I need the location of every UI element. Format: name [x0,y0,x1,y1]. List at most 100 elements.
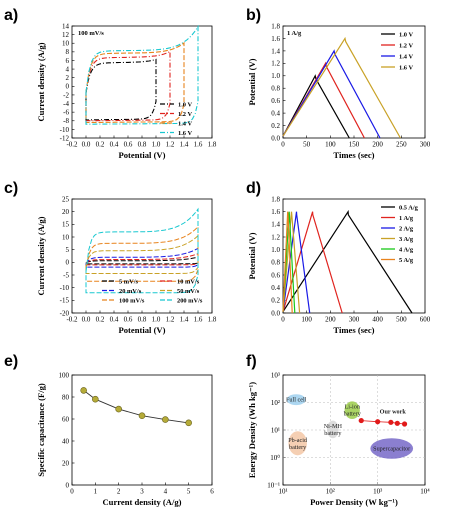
x-tick-label: 1.6 [194,141,203,149]
legend-label: 4 A/g [399,246,414,253]
y-axis-label: Energy Density (Wh kg⁻¹) [247,382,257,478]
x-tick-label: 3 [140,488,144,496]
x-tick-label: 0 [281,316,285,324]
y-tick-label: 8 [66,48,70,56]
x-tick-label: 300 [420,141,431,149]
y-axis-label: Specific capacitance (F/g) [36,383,46,477]
y-tick-label: 1.4 [271,221,280,229]
our-work-label: Our work [380,409,407,416]
panel-letter: b) [246,7,261,24]
x-tick-label: 0.4 [110,316,119,324]
panel-a: a)-0.2 0.0 0.2 0.4 0.6 0.8 1.0 1.2 1.4 1.6 1.8-12-… [4,7,217,160]
cv-curve [85,256,199,265]
y-tick-label: 15 [62,221,70,229]
y-tick-label: 20 [62,208,70,216]
x-tick-label: 10² [326,488,335,496]
y-tick-label: 0.2 [271,122,280,130]
gcd-curve [282,36,401,139]
y-tick-label: 80 [62,393,70,401]
y-tick-label: -6 [63,109,69,117]
y-axis-label: Potential (V) [247,58,257,105]
cv-curve [85,207,199,294]
legend-label: 1.2 V [399,42,413,49]
legend-label: 1.0 V [399,31,413,38]
region-label: battery [324,430,342,437]
y-tick-label: 1.2 [271,60,280,68]
x-tick-label: 0 [70,488,74,496]
cv-curve [85,24,199,125]
y-tick-label: 4 [66,65,70,73]
gcd-curve [282,49,381,139]
y-tick-label: -15 [60,297,70,305]
region-label: battery [344,411,362,418]
region-label: Full cell [286,397,307,404]
x-tick-label: 0.4 [110,141,119,149]
y-tick-label: 1.6 [271,35,280,43]
x-tick-label: -0.2 [66,316,78,324]
x-tick-label: 4 [164,488,168,496]
y-tick-label: 0.0 [271,134,280,142]
x-tick-label: -0.2 [66,141,78,149]
x-tick-label: 1.2 [166,316,175,324]
our-work-point [358,417,364,424]
x-tick-label: 300 [349,316,360,324]
y-tick-label: 100 [59,371,70,379]
y-tick-label: 10² [271,399,280,407]
x-tick-label: 1.8 [208,141,217,149]
y-tick-label: 10 [62,40,70,48]
legend-label: 0.5 A/g [399,204,419,211]
y-tick-label: 1.6 [271,208,280,216]
legend-label: 1.6 V [399,64,413,71]
cv-curve [85,225,199,282]
region-bubble [370,438,414,459]
gcd-curve [282,74,350,139]
y-tick-label: 10 [62,233,70,241]
region-bubble [286,394,306,406]
x-axis-label: Potential (V) [118,325,165,335]
y-tick-label: -4 [63,100,69,108]
y-tick-label: -8 [63,117,69,125]
y-tick-label: 2 [66,74,70,82]
x-tick-label: 0.0 [82,141,91,149]
x-tick-label: 1.8 [208,316,217,324]
region-label: Ni-MH [324,423,343,430]
x-tick-label: 5 [187,488,191,496]
y-axis-label: Current density (A/g) [36,216,46,295]
y-tick-label: -2 [63,91,69,99]
y-tick-label: 40 [62,437,70,445]
x-tick-label: 100 [301,316,312,324]
legend-label: 1.4 V [178,120,192,127]
x-tick-label: 1.4 [180,316,189,324]
x-tick-label: 1.6 [194,316,203,324]
x-tick-label: 1.2 [166,141,175,149]
region-label: Li-ion [344,404,359,411]
y-tick-label: 0.0 [271,309,280,317]
x-tick-label: 500 [396,316,407,324]
y-tick-label: 1.0 [271,72,280,80]
legend-label: 5 A/g [399,257,414,264]
y-tick-label: 10⁰ [270,454,280,462]
panel-letter: e) [4,353,18,370]
x-tick-label: 0.6 [124,316,133,324]
x-tick-label: 6 [210,488,214,496]
y-tick-label: 0.6 [271,97,280,105]
x-tick-label: 250 [396,141,407,149]
y-tick-label: 0 [66,481,70,489]
legend-label: 5 mV/s [119,278,139,285]
gcd-curve [282,209,413,314]
panel-letter: f) [246,353,257,370]
x-tick-label: 10³ [373,488,382,496]
y-tick-label: 1.8 [271,195,280,203]
x-tick-label: 0 [281,141,285,149]
cv-curve [85,41,185,124]
data-point [162,416,169,423]
panel-letter: d) [246,180,261,197]
x-tick-label: 10⁴ [420,488,430,496]
y-tick-label: -5 [63,271,69,279]
cv-curve [85,234,199,274]
region-label: Pb-acid [288,437,308,444]
annotation: 1 A/g [287,30,302,37]
region-bubble [326,420,339,439]
